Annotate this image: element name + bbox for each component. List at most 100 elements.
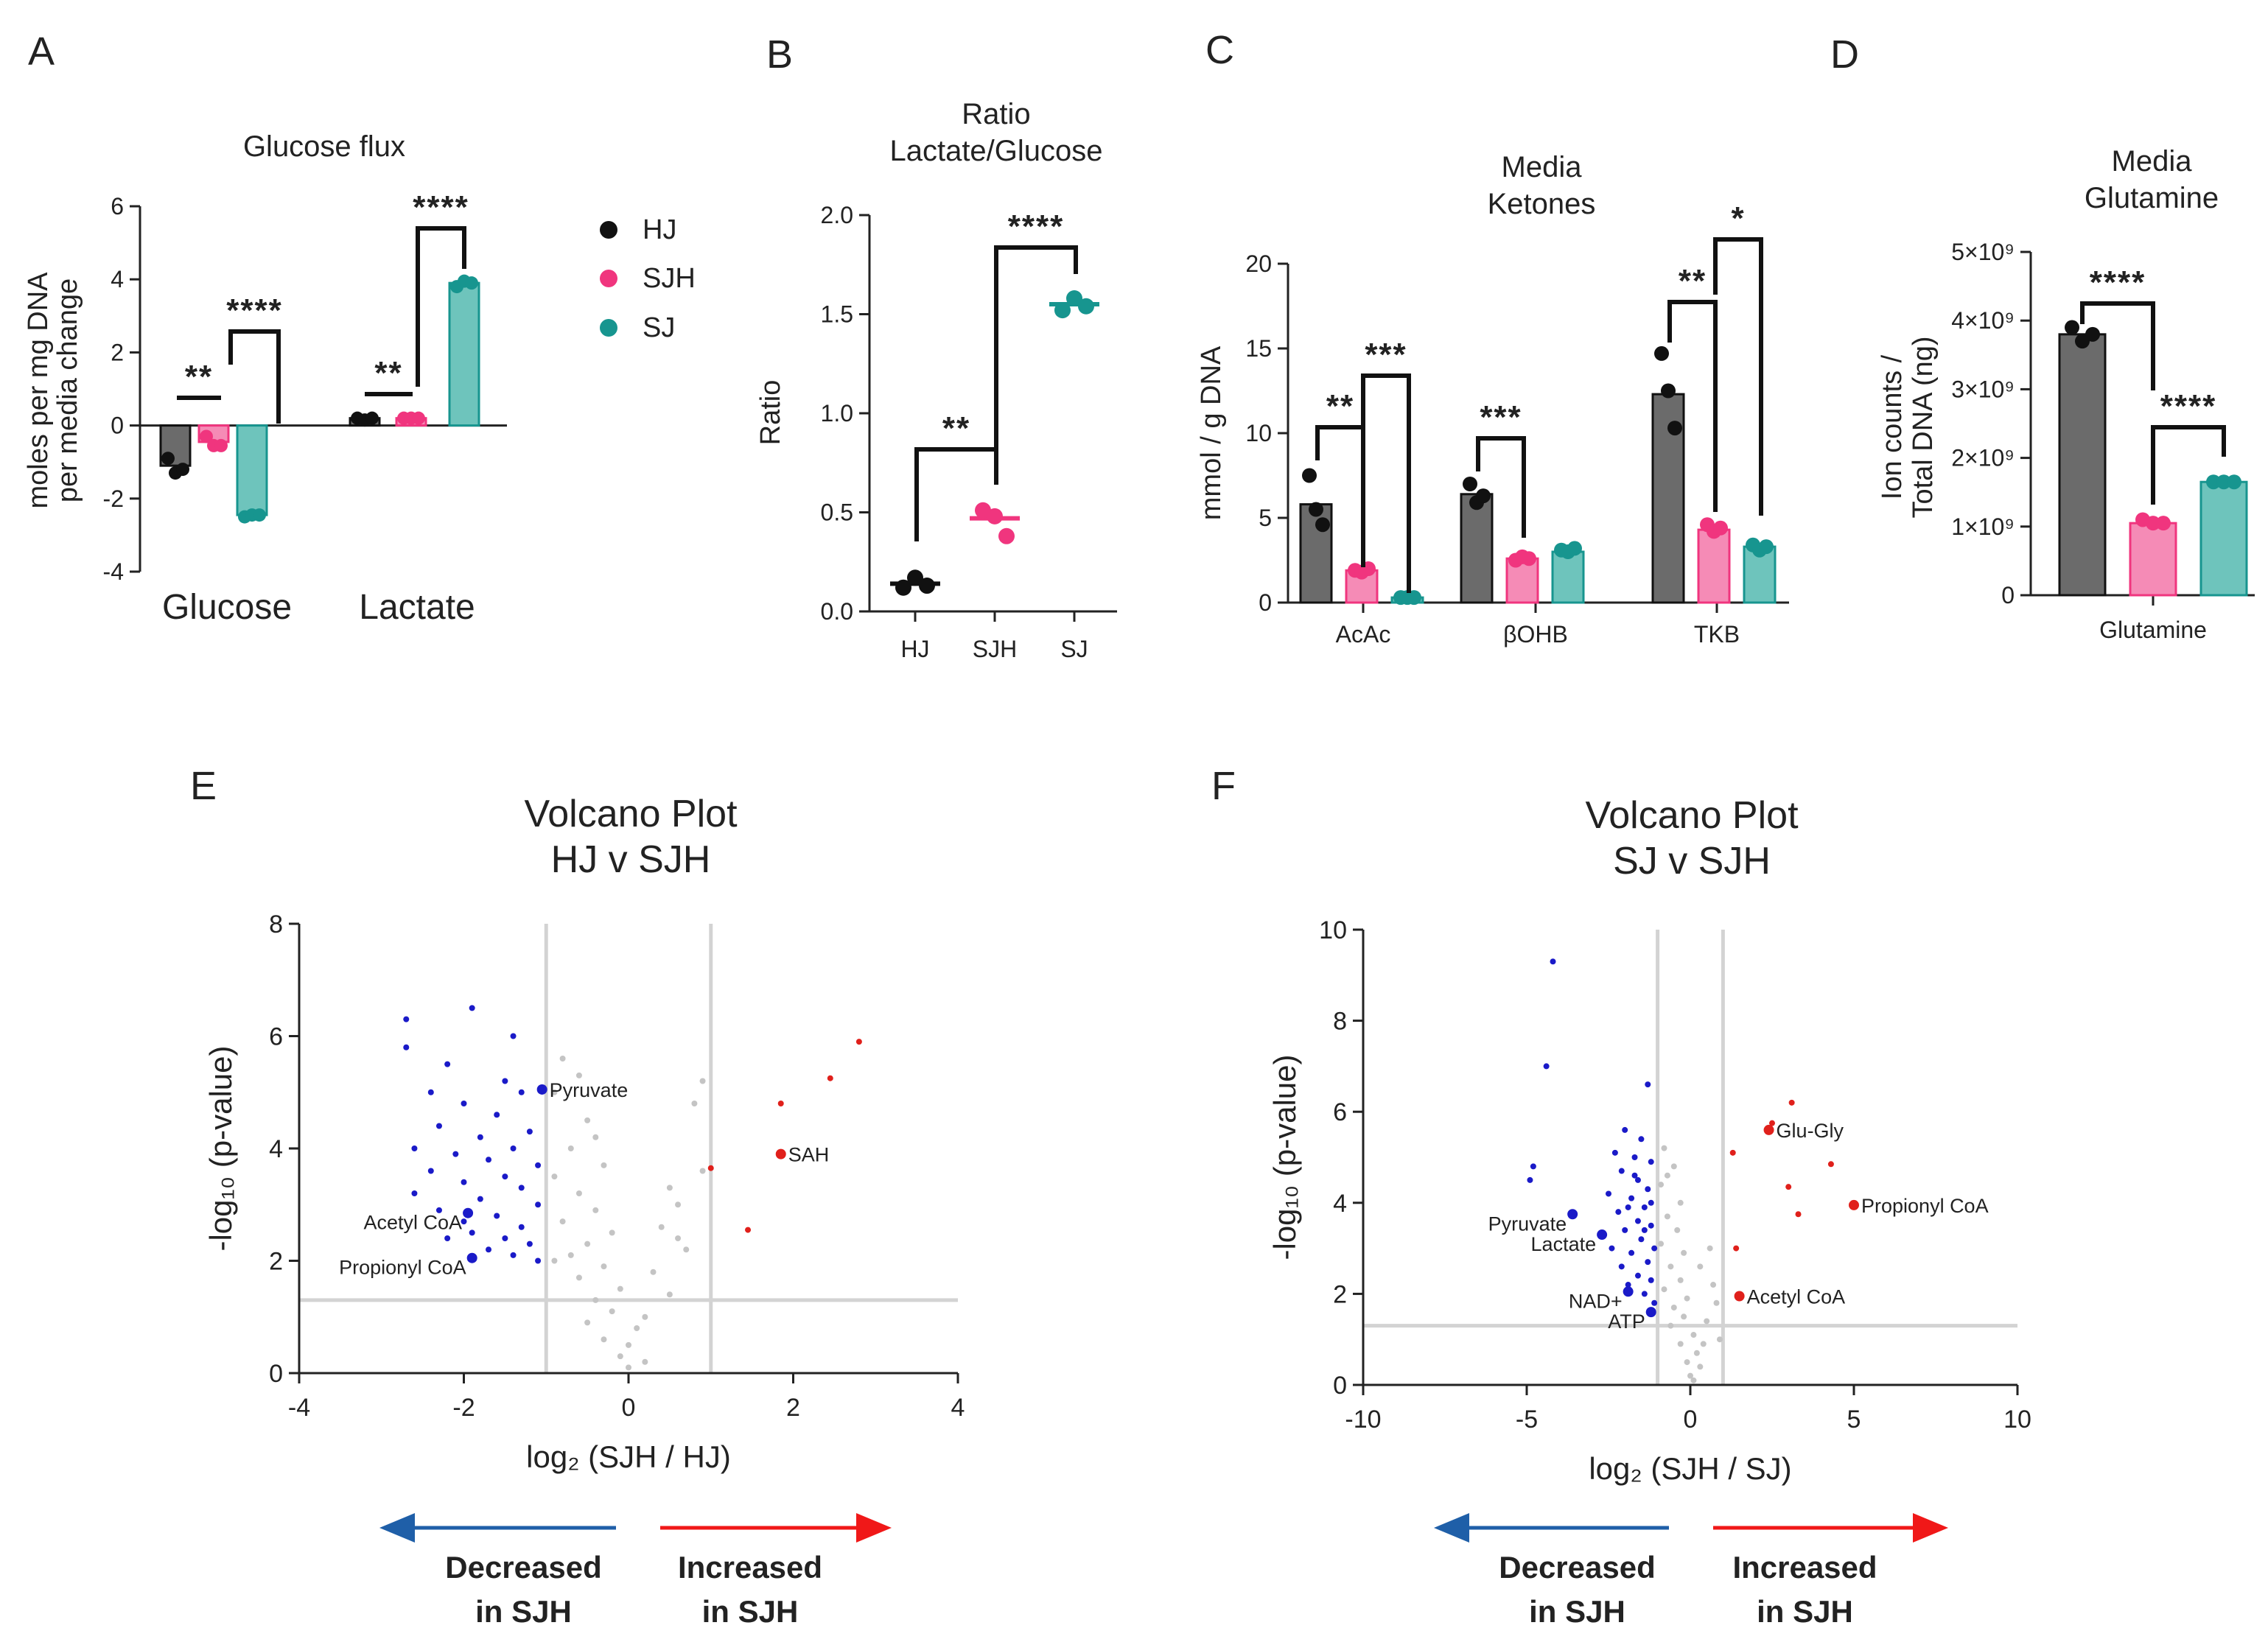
x-axis-label: log₂ (SJH / HJ) <box>526 1439 731 1474</box>
sig-glucose-sjh-sj-line <box>228 329 281 424</box>
volcano-point-down <box>1638 1236 1645 1243</box>
volcano-point-ns <box>666 1291 673 1298</box>
data-point-HJ <box>1476 488 1491 504</box>
bar-SJH <box>2129 522 2177 597</box>
y-tick-label: 6 <box>111 193 124 220</box>
chart-title-line1: Media <box>2112 145 2193 178</box>
x-tick-label: 0 <box>1684 1406 1698 1434</box>
volcano-point-ns <box>1716 1336 1723 1343</box>
x-category-label: SJH <box>973 636 1017 662</box>
volcano-point-ns <box>1658 1182 1665 1188</box>
data-point-SJ <box>2206 474 2221 490</box>
bar-HJ <box>2058 333 2107 597</box>
volcano-point-up <box>1729 1149 1736 1156</box>
volcano-point-down <box>518 1224 525 1230</box>
x-category-label: Glucose <box>162 588 292 627</box>
volcano-labeled-point <box>1623 1286 1634 1297</box>
volcano-point-ns <box>1664 1172 1670 1179</box>
data-point-SJH <box>987 508 1003 524</box>
y-tick-label: 0 <box>269 1360 283 1388</box>
legend-marker-HJ <box>600 221 617 239</box>
data-point-SJ <box>1567 541 1582 556</box>
volcano-point-down <box>1651 1245 1658 1252</box>
volcano-point-down <box>510 1145 517 1151</box>
volcano-point-ns <box>601 1162 607 1168</box>
data-point-SJ <box>2216 474 2231 490</box>
volcano-point-ns <box>1667 1322 1674 1329</box>
data-point-HJ <box>161 452 175 466</box>
sig-hj-sjh-label: ** <box>942 410 970 446</box>
y-tick-label: 0 <box>1259 589 1272 616</box>
y-tick-label: 4×10⁹ <box>1951 307 2015 334</box>
decreased-arrow-head <box>1434 1513 1469 1543</box>
panel-letter-E: E <box>190 764 217 808</box>
volcano-point-down <box>435 1123 442 1129</box>
data-point-SJ <box>2227 474 2241 490</box>
volcano-point-label: Pyruvate <box>1488 1213 1567 1235</box>
volcano-point-down <box>1648 1199 1654 1206</box>
legend: HJ SJH SJ <box>600 214 696 343</box>
data-point-HJ <box>2085 326 2100 342</box>
volcano-point-down <box>1606 1190 1611 1197</box>
volcano-point-ns <box>1658 1241 1665 1247</box>
sig-hj-sjh-label: **** <box>2090 264 2146 301</box>
sig-lactate-sjh-sj-line <box>416 226 466 387</box>
volcano-point-ns <box>584 1241 591 1247</box>
data-point-HJ <box>1315 517 1330 533</box>
legend-marker-SJH <box>600 270 617 287</box>
data-point-SJH <box>1713 520 1728 536</box>
x-category-label: SJ <box>1060 636 1088 662</box>
volcano-point-down <box>1628 1195 1635 1201</box>
volcano-point-ns <box>691 1101 698 1106</box>
volcano-point-ns <box>1661 1145 1667 1151</box>
volcano-point-down <box>403 1016 410 1022</box>
bar-SJ <box>2199 480 2248 597</box>
x-tick-label: -5 <box>1516 1406 1538 1434</box>
panel-letter-A: A <box>28 29 55 74</box>
y-tick-label: -4 <box>103 558 124 585</box>
y-tick-label: 8 <box>269 911 283 938</box>
volcano-point-ns <box>626 1364 631 1371</box>
volcano-point-ns <box>609 1229 615 1236</box>
volcano-point-up <box>855 1039 862 1045</box>
y-axis-label-line: Ion counts / <box>1877 354 1908 499</box>
y-axis-label: -log₁₀ (p-value) <box>1267 1054 1302 1260</box>
volcano-point-label: Lactate <box>1531 1233 1597 1255</box>
volcano-point-ns <box>1707 1245 1713 1252</box>
volcano-labeled-point <box>536 1084 547 1095</box>
y-axis-label-line: moles per mg DNA <box>23 272 54 509</box>
chart-title-line1: Ratio <box>962 98 1030 130</box>
y-tick-label: 2.0 <box>821 202 853 228</box>
volcano-point-down <box>1638 1136 1645 1143</box>
volcano-point-ns <box>617 1353 623 1360</box>
y-tick-label: 0 <box>2001 582 2015 608</box>
x-category-label: AcAc <box>1336 621 1391 648</box>
data-point-SJ <box>1759 539 1774 555</box>
chart-title-line2: Lactate/Glucose <box>889 135 1102 167</box>
x-category-label: HJ <box>900 636 929 662</box>
volcano-point-ns <box>575 1274 582 1281</box>
volcano-point-ns <box>559 1218 566 1225</box>
decreased-label-line2: in SJH <box>1529 1594 1625 1629</box>
y-tick-label: 20 <box>1245 250 1272 277</box>
volcano-point-ns <box>675 1235 682 1241</box>
volcano-point-ns <box>699 1168 706 1174</box>
volcano-labeled-point <box>1567 1209 1578 1220</box>
x-tick-label: -4 <box>288 1394 310 1422</box>
volcano-point-down <box>535 1162 542 1168</box>
sig-tkb-sjh-sj-line <box>1713 237 1763 516</box>
panel-C-chart: Media Ketones 20 15 10 5 0 mmol / g DNA AcAc βOHB… <box>1196 151 1789 648</box>
volcano-point-down <box>403 1044 410 1050</box>
y-axis-label: Ratio <box>755 380 786 446</box>
y-tick-label: 2 <box>269 1248 283 1276</box>
panel-letter-B: B <box>766 32 793 77</box>
data-point-SJ <box>1078 298 1094 315</box>
volcano-point-ns <box>666 1185 673 1191</box>
volcano-point-down <box>535 1201 542 1208</box>
volcano-point-down <box>526 1129 533 1135</box>
volcano-point-ns <box>1677 1199 1684 1206</box>
volcano-point-ns <box>1677 1341 1684 1347</box>
volcano-point-down <box>526 1241 533 1247</box>
